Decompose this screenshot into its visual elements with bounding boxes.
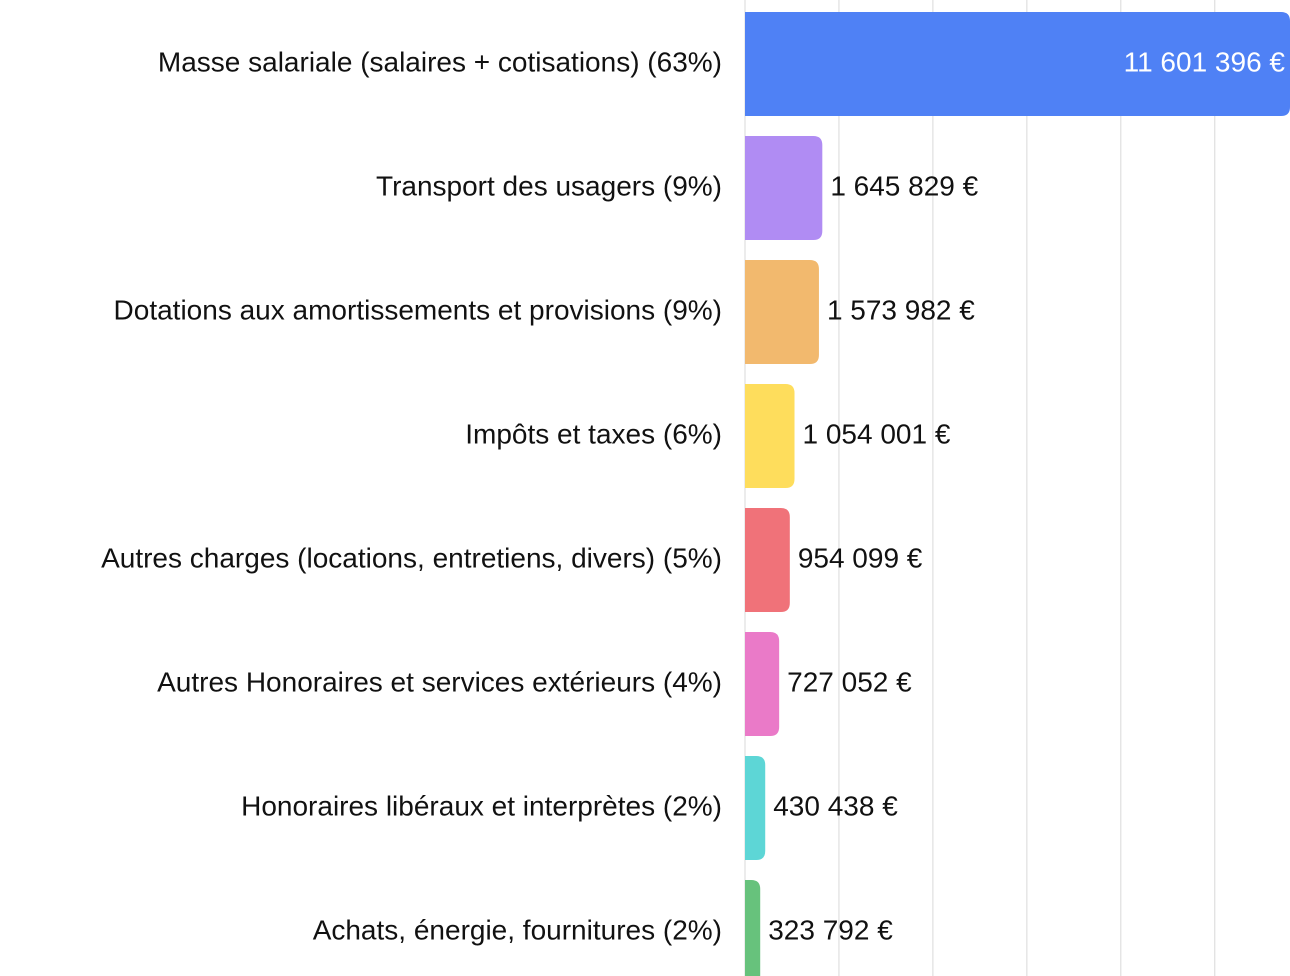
value-label: 954 099 € bbox=[798, 542, 923, 573]
value-label: 1 573 982 € bbox=[827, 294, 975, 325]
bar bbox=[745, 880, 761, 976]
bar bbox=[745, 632, 780, 736]
category-label: Achats, énergie, fournitures (2%) bbox=[313, 914, 722, 945]
category-label: Honoraires libéraux et interprètes (2%) bbox=[241, 790, 722, 821]
bar bbox=[745, 260, 819, 364]
category-label: Masse salariale (salaires + cotisations)… bbox=[158, 46, 722, 77]
bar bbox=[745, 384, 795, 488]
bar bbox=[745, 508, 790, 612]
category-label: Autres charges (locations, entretiens, d… bbox=[101, 542, 722, 573]
category-label: Autres Honoraires et services extérieurs… bbox=[157, 666, 722, 697]
value-label: 1 645 829 € bbox=[830, 170, 978, 201]
category-label: Dotations aux amortissements et provisio… bbox=[114, 294, 722, 325]
value-label: 1 054 001 € bbox=[803, 418, 951, 449]
bar bbox=[745, 12, 1290, 116]
bar bbox=[745, 756, 766, 860]
bar bbox=[745, 136, 823, 240]
value-label: 323 792 € bbox=[768, 914, 893, 945]
category-label: Impôts et taxes (6%) bbox=[465, 418, 722, 449]
value-label: 727 052 € bbox=[787, 666, 912, 697]
category-label: Transport des usagers (9%) bbox=[376, 170, 722, 201]
value-label: 11 601 396 € bbox=[1124, 46, 1286, 77]
value-label: 430 438 € bbox=[773, 790, 898, 821]
